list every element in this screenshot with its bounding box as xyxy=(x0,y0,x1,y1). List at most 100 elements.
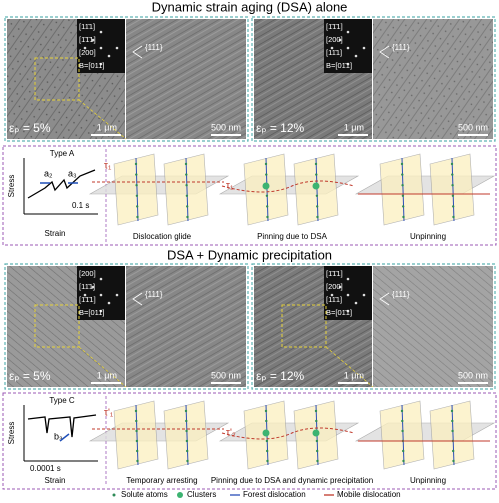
solute-atom xyxy=(451,419,454,423)
x-axis-title: Strain xyxy=(45,476,66,485)
solute-atom xyxy=(401,194,405,197)
diffraction-label: [1̄1̄1] xyxy=(79,295,96,304)
diffraction-label: B=[01̄1] xyxy=(326,61,352,70)
solute-atom xyxy=(186,215,189,219)
scale-bar-label: 1 μm xyxy=(97,370,117,380)
solute-atom xyxy=(266,205,269,208)
solute-atom xyxy=(185,429,188,433)
y-axis-title: Stress xyxy=(7,175,16,198)
scale-bar-label: 1 μm xyxy=(344,370,364,380)
slip-plane xyxy=(113,153,159,226)
solute-atom xyxy=(134,162,138,166)
stress-label: τ'₁ xyxy=(104,408,114,419)
legend-label: Forest dislocation xyxy=(243,490,306,499)
diffraction-spot xyxy=(107,301,111,305)
diffraction-spot xyxy=(346,46,350,50)
diffraction-spot xyxy=(83,293,87,297)
legend-label: Clusters xyxy=(187,490,216,499)
section-title: Dynamic strain aging (DSA) alone xyxy=(152,0,348,14)
solute-atom xyxy=(401,173,404,176)
schematic-border xyxy=(2,392,497,490)
solute-atom xyxy=(316,449,319,453)
marker: a₂ xyxy=(44,168,53,178)
solute-atom xyxy=(135,429,138,433)
panel-border xyxy=(4,263,249,390)
plane-bracket xyxy=(379,292,390,306)
zoom-region xyxy=(34,57,80,101)
glide-plane xyxy=(88,175,230,195)
plane-bracket xyxy=(132,45,143,59)
diffraction-label: [11̄1] xyxy=(326,295,342,304)
cluster xyxy=(312,429,320,437)
diffraction-spot xyxy=(346,309,350,313)
solute-atom xyxy=(452,449,455,453)
scale-bar-label: 1 μm xyxy=(97,122,117,132)
glide-plane xyxy=(88,422,230,442)
slip-plane xyxy=(163,153,209,226)
legend-swatch xyxy=(112,493,116,497)
forest-dislocation xyxy=(401,157,405,222)
scale-bar-label: 500 nm xyxy=(211,370,241,380)
solute-atom xyxy=(316,459,319,463)
forest-dislocation xyxy=(135,404,139,466)
solute-atom xyxy=(401,419,404,423)
solute-atom xyxy=(402,459,405,463)
forest-dislocation xyxy=(135,157,139,222)
scale-bar-label: 1 μm xyxy=(344,122,364,132)
strain-label: εₚ = 5% xyxy=(9,369,51,383)
glide-plane xyxy=(218,422,360,442)
y-axis-title: Stress xyxy=(7,422,16,445)
solute-atom xyxy=(452,215,455,219)
zoom-link xyxy=(78,99,127,140)
solute-atom xyxy=(452,459,455,463)
plane-annotation: {111} xyxy=(392,43,410,52)
stage-label: Dislocation glide xyxy=(133,232,192,241)
slip-plane xyxy=(379,400,425,470)
diffraction-spot xyxy=(354,54,358,58)
scale-bar-label: 500 nm xyxy=(458,370,488,380)
legend-swatch xyxy=(177,492,183,498)
cluster xyxy=(312,182,320,190)
mobile-dislocation xyxy=(221,427,355,440)
cluster xyxy=(262,429,270,437)
solute-atom xyxy=(266,459,269,463)
diffraction-label: B=[01̄1] xyxy=(326,308,352,317)
diffraction-label: [11̄1] xyxy=(79,282,95,291)
time-scale: 0.1 s xyxy=(72,201,89,210)
solute-atom xyxy=(266,449,269,453)
diffraction-label: [11̄1] xyxy=(326,48,342,57)
solute-atom xyxy=(314,162,318,166)
diffraction-label: [200] xyxy=(79,269,96,278)
diffraction-label: [200] xyxy=(79,48,96,57)
zoom-region xyxy=(34,304,80,348)
slip-plane xyxy=(113,400,159,470)
solute-atom xyxy=(136,449,139,453)
solute-atom xyxy=(401,184,404,187)
forest-dislocation xyxy=(185,404,189,466)
stress-curve xyxy=(27,169,96,199)
diffraction-spot xyxy=(99,277,103,281)
solute-atom xyxy=(185,194,189,197)
diffraction-spot xyxy=(91,285,95,289)
plane-annotation: {111} xyxy=(145,43,163,52)
forest-dislocation xyxy=(401,404,405,466)
schematic-border xyxy=(2,145,497,246)
stage-label: Unpinning xyxy=(410,232,446,241)
forest-dislocation xyxy=(451,404,455,466)
forest-dislocation xyxy=(185,157,189,222)
curve-type: Type C xyxy=(49,396,75,405)
diffraction-label: [11̄1] xyxy=(79,22,95,31)
time-scale: 0.0001 s xyxy=(30,464,61,473)
solute-atom xyxy=(450,162,454,166)
solute-atom xyxy=(451,173,454,176)
solute-atom xyxy=(184,409,188,413)
solute-atom xyxy=(401,429,404,433)
diffraction-spot xyxy=(354,301,358,305)
diffraction-spot xyxy=(346,293,350,297)
diffraction-spot xyxy=(99,46,103,50)
diffraction-spot xyxy=(83,46,87,50)
plane-bracket xyxy=(379,45,390,59)
diffraction-label: [1̄1̄1] xyxy=(326,22,343,31)
solute-atom xyxy=(315,419,318,423)
solute-atom xyxy=(264,409,268,413)
